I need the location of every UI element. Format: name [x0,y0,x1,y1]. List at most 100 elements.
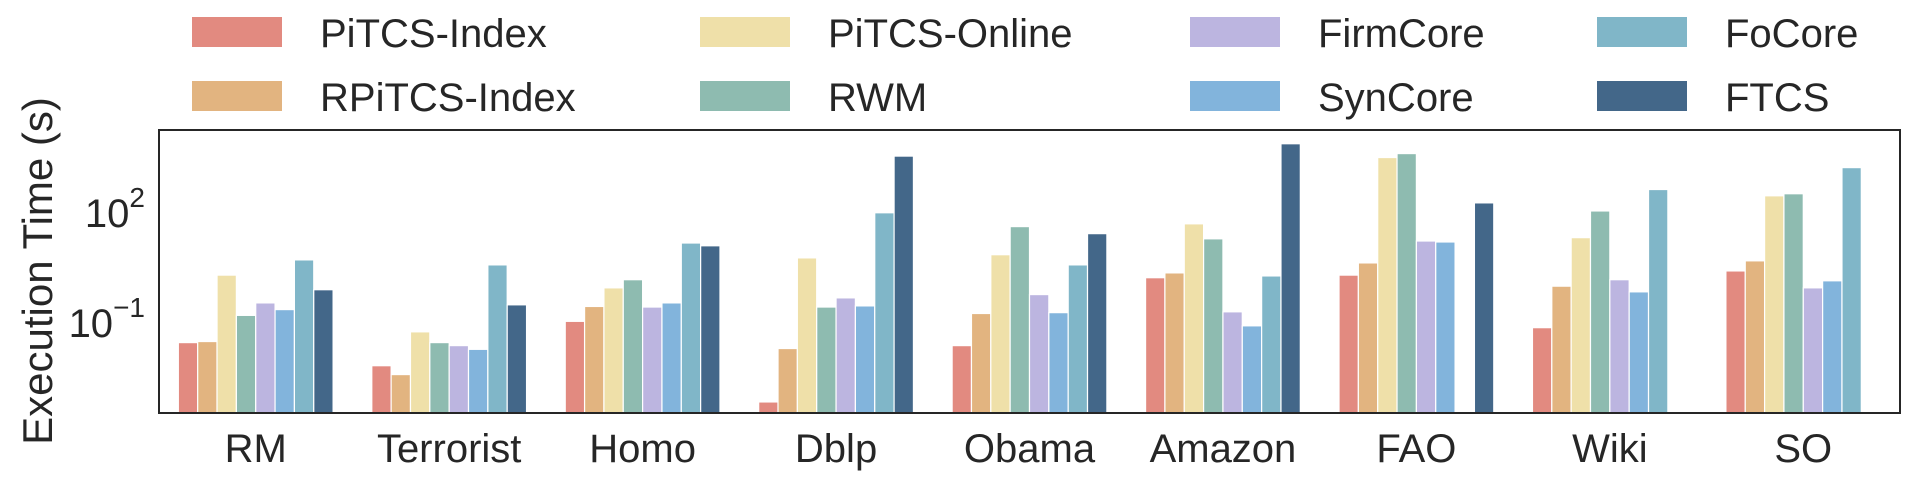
bar-ftcs-terrorist [506,304,528,414]
x-tick-label: FAO [1376,427,1456,471]
bar-rpitcs-index-amazon [1164,272,1185,414]
legend-swatch [700,17,790,47]
legend-label: FirmCore [1318,12,1485,56]
bar-rwm-terrorist [429,341,450,414]
bar-syncore-wiki [1628,291,1650,414]
bar-syncore-amazon [1241,325,1263,414]
bar-pitcs-online-obama [990,254,1011,414]
bar-pitcs-index-amazon [1144,277,1166,414]
bar-focore-terrorist [487,264,508,414]
bar-rpitcs-index-so [1744,260,1766,414]
legend-item-rpitcs-index: RPiTCS-Index [192,76,576,120]
legend-swatch [700,81,790,111]
bar-pitcs-index-terrorist [371,365,392,414]
y-tick-label: 102 [85,182,145,236]
bar-pitcs-index-fao [1338,274,1359,414]
bar-pitcs-online-amazon [1183,223,1205,414]
bar-focore-amazon [1261,275,1282,414]
bar-pitcs-online-so [1763,195,1785,414]
bar-firmcore-amazon [1222,311,1243,414]
legend-item-firmcore: FirmCore [1190,12,1485,56]
bar-ftcs-rm [313,289,334,414]
legend-label: PiTCS-Index [320,12,547,56]
legend-label: FTCS [1725,76,1829,120]
bar-syncore-rm [274,308,296,414]
bar-rwm-wiki [1589,210,1611,414]
legend-label: PiTCS-Online [828,12,1073,56]
bar-ftcs-amazon [1280,143,1301,414]
bar-syncore-so [1822,280,1843,414]
legend: PiTCS-Index RPiTCS-Index PiTCS-Online RWM Fi… [192,12,1858,120]
bar-firmcore-obama [1028,293,1050,414]
bar-firmcore-wiki [1609,279,1630,414]
legend-swatch [1597,81,1687,111]
bar-pitcs-index-homo [564,320,586,414]
legend-label: RPiTCS-Index [320,76,576,120]
bar-syncore-terrorist [467,348,489,414]
bar-rwm-amazon [1202,238,1224,414]
bar-rwm-dblp [816,306,837,414]
bar-rwm-fao [1396,152,1417,414]
bar-firmcore-homo [642,306,663,414]
bar-firmcore-so [1802,287,1824,414]
bar-rwm-homo [622,279,644,414]
bar-rwm-rm [235,314,257,414]
bar-rpitcs-index-fao [1357,262,1379,414]
y-axis-ticks: 102 10−1 [69,182,145,346]
bar-ftcs-fao [1473,202,1495,414]
bar-pitcs-index-so [1725,270,1746,414]
bar-rpitcs-index-wiki [1551,285,1572,414]
bar-firmcore-terrorist [448,345,470,414]
bar-focore-wiki [1647,188,1669,414]
bar-rwm-so [1783,193,1804,414]
y-axis-label: Execution Time (s) [14,97,61,445]
bar-pitcs-online-dblp [796,257,818,414]
bar-pitcs-online-wiki [1570,237,1592,414]
legend-item-rwm: RWM [700,76,927,120]
bar-firmcore-rm [255,302,276,414]
bar-rwm-obama [1009,225,1031,414]
bar-syncore-obama [1048,312,1069,414]
bar-pitcs-online-homo [603,287,624,414]
x-axis-ticks: RM Terrorist Homo Dblp Obama Amazon FAO Wiki SO [225,427,1833,471]
bar-rpitcs-index-homo [583,305,605,414]
plot-frame [158,129,1901,414]
x-tick-label: Obama [964,427,1096,471]
legend-label: RWM [828,76,927,120]
x-tick-label: Amazon [1150,427,1297,471]
legend-item-focore: FoCore [1597,12,1858,56]
bar-focore-homo [680,242,702,414]
bar-pitcs-index-dblp [758,401,779,414]
legend-label: FoCore [1725,12,1858,56]
legend-item-syncore: SynCore [1190,76,1474,120]
bar-firmcore-fao [1415,240,1437,414]
x-tick-label: Wiki [1572,427,1648,471]
bar-focore-rm [293,259,315,414]
bar-focore-obama [1067,264,1089,414]
bar-syncore-dblp [854,305,876,414]
bar-pitcs-online-fao [1377,156,1398,414]
bar-rpitcs-index-rm [197,340,218,414]
bar-pitcs-online-terrorist [409,331,431,414]
legend-swatch [192,81,282,111]
legend-swatch [1190,81,1280,111]
bar-pitcs-online-rm [216,274,237,414]
bar-focore-so [1841,167,1862,414]
legend-item-pitcs-online: PiTCS-Online [700,12,1073,56]
bar-rpitcs-index-dblp [777,347,798,414]
x-tick-label: SO [1774,427,1832,471]
x-tick-label: Homo [589,427,696,471]
bar-rpitcs-index-obama [970,312,992,414]
legend-item-ftcs: FTCS [1597,76,1829,120]
x-tick-label: RM [225,427,287,471]
bar-pitcs-index-obama [951,345,973,414]
bar-pitcs-index-wiki [1531,327,1553,414]
bar-ftcs-homo [700,245,721,414]
bar-ftcs-obama [1086,233,1108,414]
y-tick-label: 10−1 [69,292,145,346]
legend-label: SynCore [1318,76,1474,120]
bar-syncore-homo [661,302,682,414]
bar-ftcs-dblp [893,155,915,414]
bar-rpitcs-index-terrorist [390,373,412,414]
